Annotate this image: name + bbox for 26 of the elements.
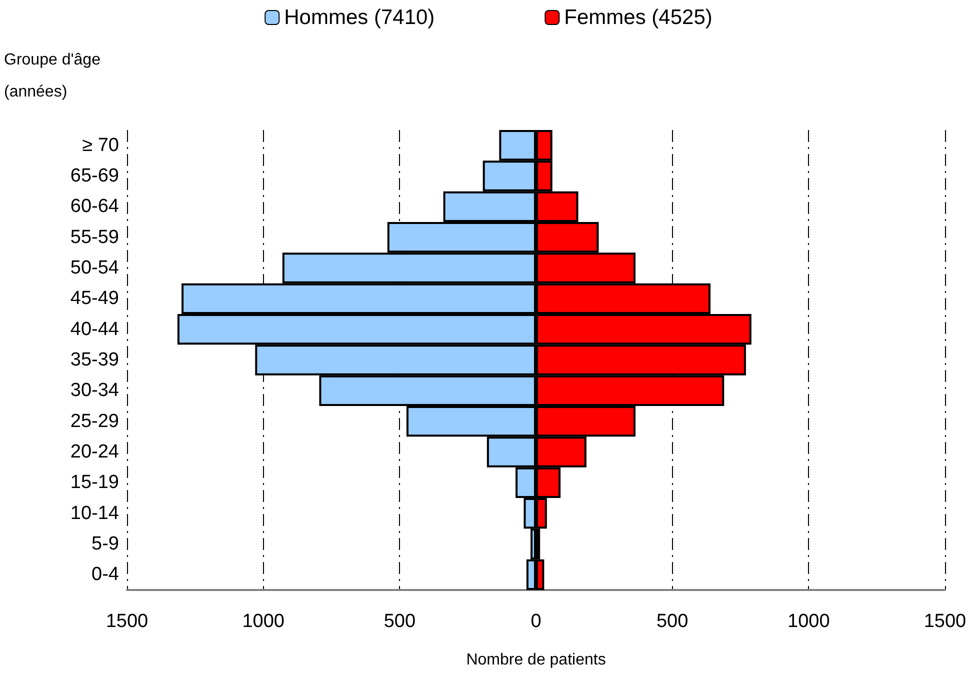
x-tick-label: 0 <box>530 611 542 632</box>
x-tick-label: 500 <box>656 611 688 632</box>
y-tick-label: 10-14 <box>70 502 120 524</box>
y-tick-label: 40-44 <box>70 318 120 340</box>
x-tick-label: 1000 <box>242 611 284 632</box>
x-tick-label: 500 <box>384 611 416 632</box>
x-tick-label: 1500 <box>106 611 148 632</box>
y-tick-label: 0-4 <box>92 564 120 586</box>
y-tick-label: 60-64 <box>70 196 120 218</box>
y-tick-label: 25-29 <box>70 410 119 432</box>
y-tick-label: 55-59 <box>70 226 119 248</box>
x-axis-title: Nombre de patients <box>466 652 606 668</box>
y-tick-label: 45-49 <box>70 288 119 310</box>
legend-label: Femmes (4525) <box>564 6 712 29</box>
x-tick-label: 1000 <box>788 611 830 632</box>
y-tick-label: ≥ 70 <box>82 134 119 156</box>
y-tick-label: 50-54 <box>70 258 120 278</box>
y-axis-title: Groupe d'âge (années) <box>4 52 105 100</box>
y-tick-label: 30-34 <box>70 380 120 402</box>
legend-label: Hommes (7410) <box>284 6 435 29</box>
x-tick-label: 1500 <box>924 611 966 632</box>
y-tick-label: 20-24 <box>70 442 120 462</box>
y-tick-label: 35-39 <box>70 350 119 370</box>
y-tick-label: 65-69 <box>70 166 119 186</box>
y-tick-label: 15-19 <box>70 472 119 494</box>
y-tick-label: 5-9 <box>92 534 119 554</box>
